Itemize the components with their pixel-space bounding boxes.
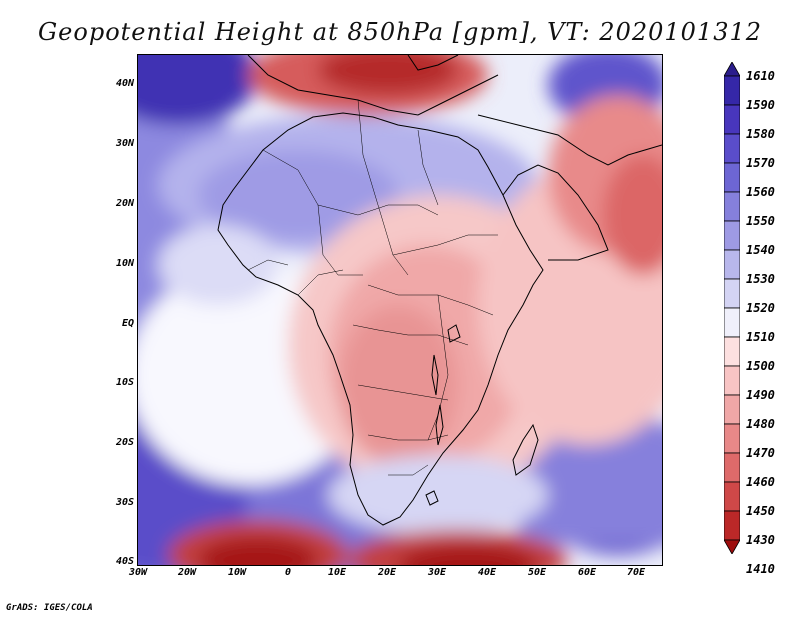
lon-label-30w: 30W [128, 567, 148, 578]
lon-label-10w: 10W [227, 567, 247, 578]
colorbar-label: 1450 [746, 504, 775, 518]
colorbar-segment [724, 133, 740, 164]
colorbar-label: 1570 [746, 156, 775, 170]
colorbar-segment [724, 249, 740, 280]
colorbar-segment [724, 365, 740, 396]
lon-label-50e: 50E [527, 567, 547, 578]
lakes [425, 324, 461, 506]
colorbar-label: 1580 [746, 127, 775, 141]
lon-label-20w: 20W [177, 567, 197, 578]
lon-label-40e: 40E [477, 567, 497, 578]
colorbar-label: 1530 [746, 272, 775, 286]
colorbar-label: 1510 [746, 330, 775, 344]
lon-label-30e: 30E [427, 567, 447, 578]
colorbar-label: 1550 [746, 214, 775, 228]
colorbar-label: 1490 [746, 388, 775, 402]
colorbar-label: 1410 [746, 562, 775, 576]
colorbar-segment [724, 162, 740, 193]
lat-label-30s: 30S [115, 497, 134, 508]
lon-label-60e: 60E [577, 567, 597, 578]
colorbar-label: 1540 [746, 243, 775, 257]
lat-label-20n: 20N [115, 198, 134, 209]
lat-label-30n: 30N [115, 138, 134, 149]
colorbar-segment [724, 510, 740, 541]
colorbar-top-arrow [724, 62, 740, 77]
colorbar-label: 1560 [746, 185, 775, 199]
lon-label-10e: 10E [327, 567, 347, 578]
lon-label-70e: 70E [626, 567, 646, 578]
lat-label-20s: 20S [115, 437, 134, 448]
lat-label-40s: 40S [115, 556, 134, 567]
colorbar-segment [724, 75, 740, 106]
colorbar-label: 1460 [746, 475, 775, 489]
colorbar-label: 1480 [746, 417, 775, 431]
colorbar-segment [724, 220, 740, 251]
lon-label-0: 0 [284, 567, 292, 578]
coastlines [217, 55, 662, 526]
colorbar-label: 1610 [746, 69, 775, 83]
map-canvas [138, 55, 662, 565]
lat-label-40n: 40N [115, 78, 134, 89]
colorbar-label: 1520 [746, 301, 775, 315]
colorbar-label: 1500 [746, 359, 775, 373]
colorbar-segment [724, 423, 740, 454]
lat-label-eq: EQ [121, 318, 134, 329]
lat-label-10s: 10S [115, 377, 134, 388]
colorbar-segment [724, 452, 740, 483]
colorbar-segment [724, 481, 740, 512]
credit-text: GrADS: IGES/COLA [6, 603, 93, 613]
lat-label-10n: 10N [115, 258, 134, 269]
country-borders [247, 99, 498, 476]
lon-label-20e: 20E [377, 567, 397, 578]
colorbar-bottom-arrow [724, 539, 740, 554]
colorbar-segment [724, 394, 740, 425]
colorbar [724, 62, 740, 554]
map-title: Geopotential Height at 850hPa [gpm], VT:… [38, 18, 762, 46]
colorbar-segment [724, 278, 740, 309]
colorbar-label: 1430 [746, 533, 775, 547]
colorbar-segment [724, 307, 740, 338]
map-panel[interactable] [137, 54, 663, 566]
colorbar-segment [724, 104, 740, 135]
height-field [138, 55, 662, 565]
colorbar-segment [724, 336, 740, 367]
colorbar-label: 1590 [746, 98, 775, 112]
colorbar-label: 1470 [746, 446, 775, 460]
colorbar-segment [724, 191, 740, 222]
